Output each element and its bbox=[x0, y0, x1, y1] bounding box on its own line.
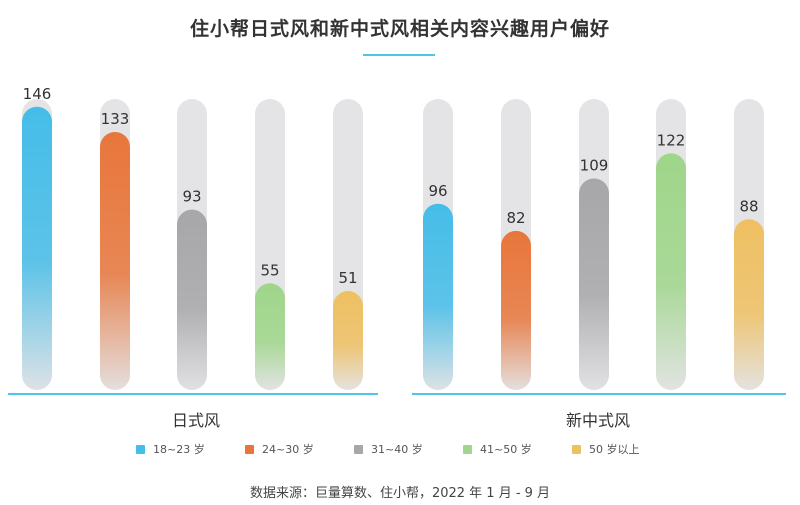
data-source-note: 数据来源：巨量算数、住小帮，2022 年 1 月 - 9 月 bbox=[249, 486, 551, 501]
bar-chart-canvas: 146 133 93 55 51 日式风 96 82 109 122 88 新中式风 bbox=[8, 85, 786, 430]
bar-value-label: 51 bbox=[338, 269, 357, 287]
bar-value-label: 133 bbox=[101, 110, 130, 128]
legend-item-18-23: 18~23 岁 bbox=[136, 441, 205, 457]
bar bbox=[656, 153, 686, 390]
panel-title: 新中式风 bbox=[566, 411, 630, 430]
legend-swatch bbox=[136, 444, 145, 454]
chart-panel-new-chinese: 96 82 109 122 88 新中式风 bbox=[412, 99, 786, 430]
bar bbox=[333, 291, 363, 390]
bar bbox=[22, 106, 52, 390]
bar-value-label: 93 bbox=[182, 188, 201, 206]
legend-item-41-50: 41~50 岁 bbox=[463, 441, 532, 457]
bar bbox=[100, 131, 130, 391]
legend-label: 24~30 岁 bbox=[262, 443, 314, 456]
legend: 18~23 岁 24~30 岁 31~40 岁 41~50 岁 50 岁以上 bbox=[0, 441, 800, 461]
bar bbox=[423, 203, 453, 390]
bars-layer: 146 133 93 55 51 日式风 96 82 109 122 88 新中式风 bbox=[8, 85, 786, 430]
legend-swatch bbox=[463, 444, 472, 454]
bar-value-label: 88 bbox=[739, 197, 758, 215]
bar bbox=[255, 283, 285, 390]
bar-value-label: 96 bbox=[428, 182, 447, 200]
bar bbox=[177, 209, 207, 390]
legend-item-31-40: 31~40 岁 bbox=[354, 441, 423, 457]
legend-label: 41~50 岁 bbox=[480, 443, 532, 456]
legend-label: 50 岁以上 bbox=[589, 443, 640, 456]
legend-swatch bbox=[354, 444, 363, 454]
chart-panel-japanese: 146 133 93 55 51 日式风 bbox=[8, 85, 378, 430]
legend-label: 31~40 岁 bbox=[371, 443, 423, 456]
panel-title: 日式风 bbox=[172, 411, 220, 430]
title-underline bbox=[363, 54, 435, 56]
bar bbox=[734, 219, 764, 390]
bar bbox=[579, 178, 609, 390]
chart-title: 住小帮日式风和新中式风相关内容兴趣用户偏好 bbox=[189, 18, 610, 40]
bar-value-label: 146 bbox=[23, 85, 52, 103]
bar-value-label: 55 bbox=[260, 261, 279, 279]
bar-value-label: 82 bbox=[506, 209, 525, 227]
legend-item-24-30: 24~30 岁 bbox=[245, 441, 314, 457]
bar-value-label: 109 bbox=[580, 157, 609, 175]
legend-label: 18~23 岁 bbox=[153, 443, 205, 456]
legend-item-50-plus: 50 岁以上 bbox=[572, 441, 640, 457]
legend-swatch bbox=[245, 444, 254, 454]
legend-swatch bbox=[572, 444, 581, 454]
bar-value-label: 122 bbox=[657, 131, 686, 149]
bar bbox=[501, 230, 531, 390]
